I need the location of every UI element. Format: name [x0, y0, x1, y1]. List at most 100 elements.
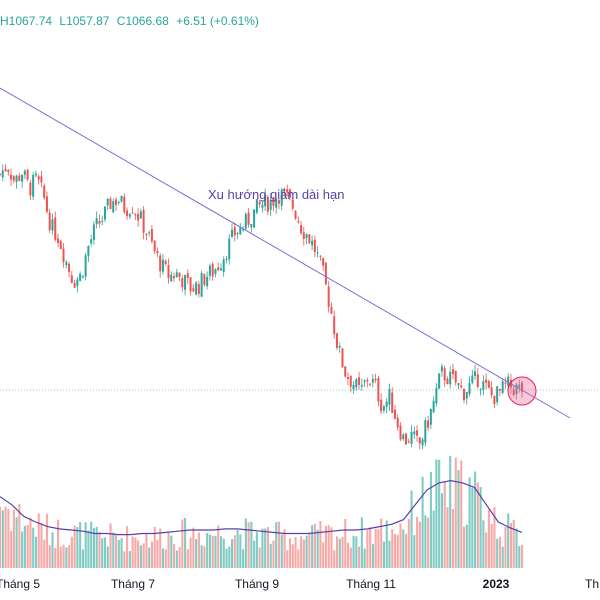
- volume-bar: [37, 513, 40, 568]
- candle: [344, 366, 347, 378]
- candle-body: [134, 214, 137, 216]
- volume-bar: [7, 509, 10, 568]
- volume-bar: [34, 536, 37, 568]
- candle-body: [272, 198, 275, 206]
- volume-bar: [95, 526, 98, 568]
- candle: [70, 271, 73, 284]
- volume-bar: [137, 540, 140, 568]
- volume-bar: [490, 523, 493, 568]
- candle-body: [98, 221, 101, 224]
- candle: [360, 378, 363, 391]
- candle: [487, 379, 490, 389]
- candle: [355, 377, 358, 391]
- candle-body: [239, 227, 242, 235]
- candle: [330, 302, 333, 315]
- candle-body: [148, 232, 151, 234]
- candle-body: [7, 170, 10, 172]
- candle-body: [206, 276, 209, 287]
- volume-bars: [0, 456, 524, 568]
- candle-body: [327, 286, 330, 307]
- candle: [112, 198, 115, 214]
- volume-bar: [57, 519, 60, 568]
- candle: [145, 232, 148, 241]
- candle: [181, 275, 184, 292]
- candle-body: [338, 346, 341, 348]
- candle: [32, 172, 35, 200]
- volume-bar: [45, 513, 49, 568]
- candle-body: [231, 229, 233, 237]
- candle-body: [87, 246, 90, 256]
- x-tick-label: 2023: [483, 577, 510, 591]
- candle: [324, 262, 327, 286]
- candle: [438, 373, 441, 390]
- volume-bar: [161, 548, 165, 568]
- volume-bar: [266, 527, 269, 568]
- candle-body: [170, 274, 173, 282]
- volume-bar: [70, 536, 73, 568]
- volume-bar: [269, 543, 272, 568]
- downtrend-line[interactable]: [0, 87, 571, 419]
- candle: [81, 275, 84, 279]
- candle: [197, 280, 200, 298]
- candle: [446, 376, 449, 385]
- candle: [236, 232, 239, 240]
- x-tick-label: Tháng 9: [235, 577, 279, 591]
- volume-bar: [457, 470, 460, 568]
- candle-body: [23, 170, 26, 175]
- candle-body: [322, 258, 325, 266]
- candle: [161, 253, 164, 275]
- candle-body: [454, 370, 457, 383]
- candle-body: [438, 373, 441, 389]
- volume-bar: [388, 540, 391, 568]
- candle-body: [363, 380, 366, 382]
- breakout-highlight[interactable]: [507, 376, 537, 406]
- candle: [424, 417, 427, 447]
- volume-bar: [170, 535, 173, 568]
- volume-bar: [142, 543, 145, 568]
- candle: [405, 432, 407, 445]
- candle: [142, 206, 145, 240]
- candle-body: [421, 439, 424, 446]
- volume-bar: [429, 472, 432, 568]
- volume-bar: [366, 530, 369, 568]
- volume-bar: [81, 549, 84, 568]
- candle-body: [211, 263, 214, 277]
- candle: [128, 212, 131, 220]
- candle: [261, 201, 264, 213]
- candle-body: [418, 437, 421, 444]
- candle-body: [217, 267, 220, 270]
- candle-body: [244, 214, 247, 229]
- volume-bar: [173, 543, 176, 568]
- volume-bar: [123, 551, 126, 568]
- candle-body: [269, 199, 272, 210]
- volume-bar: [211, 535, 214, 568]
- volume-bar: [68, 545, 71, 568]
- candle-body: [319, 255, 322, 257]
- candle: [26, 168, 29, 182]
- candle: [402, 432, 405, 441]
- volume-bar: [120, 538, 123, 568]
- candle-body: [393, 409, 396, 419]
- volume-bar: [352, 535, 355, 568]
- candle-body: [203, 274, 206, 285]
- volume-bar: [159, 528, 162, 568]
- candle-body: [402, 434, 405, 440]
- volume-bar: [280, 534, 283, 568]
- candle-body: [277, 200, 280, 204]
- candle-body: [57, 238, 59, 243]
- volume-bar: [371, 544, 374, 568]
- candle-body: [150, 229, 153, 242]
- candle: [68, 261, 71, 278]
- candle: [233, 222, 236, 242]
- volume-bar: [195, 539, 198, 568]
- candle-body: [126, 210, 129, 217]
- candle-body: [435, 388, 438, 404]
- volume-bar: [200, 545, 203, 568]
- candle: [15, 174, 18, 189]
- candle: [239, 223, 242, 235]
- candle-body: [496, 386, 499, 403]
- volume-bar: [344, 519, 347, 568]
- volume-bar: [150, 541, 153, 568]
- candle-body: [68, 263, 71, 272]
